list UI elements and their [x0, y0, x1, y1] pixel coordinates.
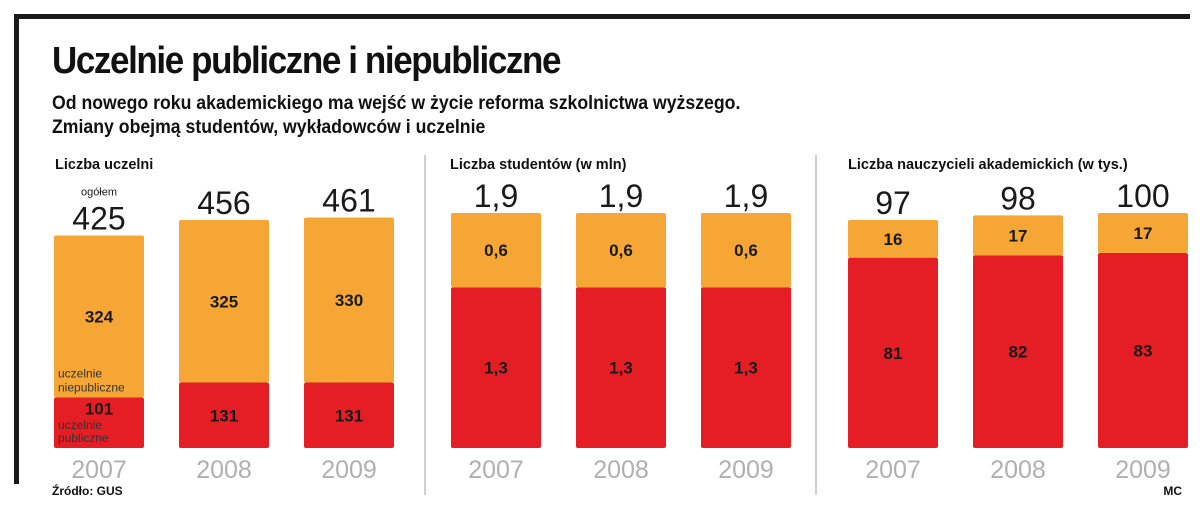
chart-2-bar-2007-upper [451, 213, 541, 288]
frame-left-border [14, 14, 19, 484]
chart-3-category-label-2009: 2009 [1115, 456, 1171, 484]
chart-1-total-label-2007: 425 [72, 201, 125, 237]
chart-2-total-label-2007: 1,9 [474, 178, 518, 214]
chart-3-category-label-2007: 2007 [865, 456, 921, 484]
chart-1-bar-2008-upper [179, 220, 269, 383]
chart-3-total-label-2008: 98 [1000, 180, 1036, 216]
author-credit: MC [1163, 484, 1182, 498]
chart-2-bar-2009-lower [701, 287, 791, 448]
chart-3-value-label-2009-upper: 17 [1134, 224, 1153, 243]
chart-2-bar-2009-upper [701, 213, 791, 288]
chart-3-bar-2008-lower [973, 255, 1063, 448]
chart-1-bar-2009-upper [304, 217, 394, 383]
chart-1-value-label-2007-upper: 324 [85, 308, 114, 327]
chart-2-bar-2008-lower [576, 287, 666, 448]
chart-2-value-label-2007-lower: 1,3 [484, 359, 508, 378]
chart-1-value-label-2009-upper: 330 [335, 291, 363, 310]
chart-1-bar-2008-lower [179, 382, 269, 448]
chart-1-bar-2007-lower [54, 397, 144, 448]
chart-1-total-label-2008: 456 [197, 185, 250, 221]
chart-1-series-label-lower-part: publiczne [58, 431, 109, 445]
chart-1-title: Liczba uczelni [55, 157, 153, 173]
chart-3-bar-2007-lower [848, 257, 938, 448]
chart-1-series-label-lower-part: uczelnie [58, 418, 102, 432]
chart-3-bar-2009-upper [1098, 213, 1188, 253]
chart-1-bar-2007-upper [54, 235, 144, 398]
chart-2-value-label-2008-upper: 0,6 [609, 241, 633, 260]
frame-top-border [14, 14, 1190, 19]
chart-2-value-label-2007-upper: 0,6 [484, 241, 508, 260]
page-subtitle: Od nowego roku akademickiego ma wejść w … [52, 92, 740, 140]
chart-3-bar-2007-upper [848, 220, 938, 258]
chart-1-total-label-2009: 461 [322, 183, 375, 219]
source-note: Źródło: GUS [52, 484, 123, 498]
chart-2-bar-2007-lower [451, 287, 541, 448]
chart-2-title: Liczba studentów (w mln) [450, 157, 627, 173]
subtitle-line-2: Zmiany obejmą studentów, wykładowców i u… [52, 117, 486, 138]
chart-2-total-label-2009: 1,9 [724, 178, 768, 214]
chart-3-value-label-2007-upper: 16 [884, 230, 903, 249]
chart-2-category-label-2009: 2009 [718, 456, 774, 484]
chart-2-bar-2008-upper [576, 213, 666, 288]
subtitle-line-1: Od nowego roku akademickiego ma wejść w … [52, 93, 741, 114]
chart-1-value-label-2008-lower: 131 [210, 406, 238, 425]
chart-1-series-label-upper-part: uczelnie [58, 367, 102, 381]
chart-1-bar-2009-lower [304, 382, 394, 448]
chart-1-category-label-2008: 2008 [196, 456, 252, 484]
chart-2-value-label-2008-lower: 1,3 [609, 359, 633, 378]
chart-3-total-label-2009: 100 [1116, 178, 1169, 214]
chart-3-title: Liczba nauczycieli akademickich (w tys.) [848, 157, 1128, 173]
chart-1-value-label-2008-upper: 325 [210, 292, 238, 311]
chart-2-value-label-2009-lower: 1,3 [734, 359, 758, 378]
chart-1-category-label-2009: 2009 [321, 456, 377, 484]
chart-1-series-label-upper: uczelnie niepubliczne [58, 367, 125, 395]
chart-2-category-label-2008: 2008 [593, 456, 649, 484]
chart-1-value-label-2009-lower: 131 [335, 406, 363, 425]
chart-1-value-label-2007-lower: 101 [85, 400, 113, 419]
chart-3-category-label-2008: 2008 [990, 456, 1046, 484]
page-title: Uczelnie publiczne i niepubliczne [52, 40, 561, 82]
chart-2-category-label-2007: 2007 [468, 456, 524, 484]
chart-2-total-label-2008: 1,9 [599, 178, 643, 214]
chart-2-value-label-2009-upper: 0,6 [734, 241, 758, 260]
chart-1-series-label-upper-part: niepubliczne [58, 381, 125, 395]
chart-3-value-label-2008-lower: 82 [1009, 343, 1028, 362]
chart-3-value-label-2009-lower: 83 [1134, 341, 1153, 360]
panel-divider-1 [424, 155, 426, 495]
panel-divider-2 [815, 155, 817, 495]
chart-3-value-label-2008-upper: 17 [1009, 226, 1028, 245]
chart-3-value-label-2007-lower: 81 [884, 344, 903, 363]
chart-3-bar-2009-lower [1098, 252, 1188, 448]
chart-3-total-label-2007: 97 [875, 185, 911, 221]
chart-1-category-label-2007: 2007 [71, 456, 127, 484]
chart-3-bar-2008-upper [973, 215, 1063, 256]
chart-1-series-label-lower: uczelnie publiczne [58, 418, 109, 445]
chart-1-total-note: ogółem [81, 187, 117, 199]
